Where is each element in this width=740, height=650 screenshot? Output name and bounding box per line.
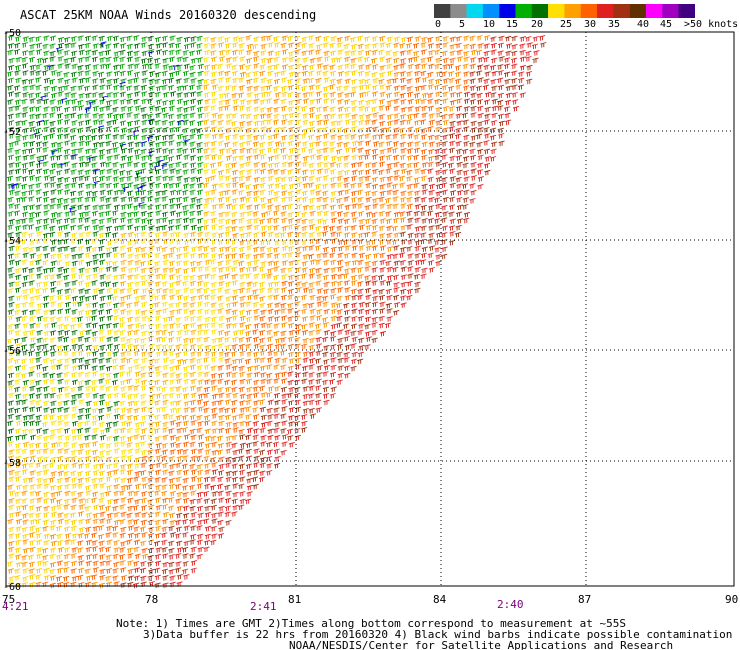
lat-label: -58: [3, 458, 21, 469]
lon-label: 90: [725, 593, 738, 606]
map-title: ASCAT 25KM NOAA Winds 20160320 descendin…: [20, 8, 317, 22]
lat-label: -50: [3, 28, 21, 39]
lat-label: -56: [3, 346, 21, 357]
colorbar-swatch: [548, 4, 565, 18]
wind-barb-group: [11, 41, 191, 213]
wind-barbs-layer: [6, 35, 547, 589]
colorbar-label-15: 15: [506, 19, 519, 30]
colorbar-swatch: [450, 4, 467, 18]
colorbar-label-10: 10: [483, 19, 496, 30]
lat-label: -52: [3, 127, 21, 138]
colorbar-swatch: [597, 4, 614, 18]
colorbar-swatch: [662, 4, 679, 18]
wind-barb-group: [7, 36, 226, 470]
colorbar-label-40: 40: [637, 19, 650, 30]
colorbar-swatch: [515, 4, 532, 18]
colorbar-swatch: [564, 4, 581, 18]
lat-label: -60: [3, 582, 21, 593]
plot-frame: [5, 31, 735, 587]
colorbar-swatch: [499, 4, 516, 18]
colorbar: [434, 4, 695, 18]
lat-label: -54: [3, 236, 21, 247]
colorbar-label-25: 25: [560, 19, 573, 30]
lon-label: 78: [145, 593, 158, 606]
colorbar-tick-labels: 0 5 10 15 20 25 30 35 40 45 >50 knots: [424, 19, 738, 33]
time-label: 2:41: [250, 600, 277, 613]
colorbar-label-35: 35: [608, 19, 621, 30]
colorbar-label-45: 45: [660, 19, 673, 30]
wind-barb-group: [7, 35, 491, 589]
colorbar-label-50: >50 knots: [684, 19, 739, 30]
colorbar-label-0: 0: [435, 19, 442, 30]
colorbar-swatch: [645, 4, 663, 18]
note-line-2: 3)Data buffer is 22 hrs from 20160320 4)…: [143, 628, 733, 641]
colorbar-swatch: [466, 4, 484, 18]
colorbar-swatch: [434, 4, 451, 18]
wind-barb-group: [42, 35, 484, 589]
colorbar-swatch: [629, 4, 647, 18]
colorbar-label-30: 30: [584, 19, 597, 30]
colorbar-swatch: [531, 4, 549, 18]
wind-barb-group: [132, 35, 546, 589]
wind-barb-group: [7, 36, 225, 470]
lon-label: 75: [2, 593, 15, 606]
note-line-3: NOAA/NESDIS/Center for Satellite Applica…: [289, 639, 674, 650]
map-border: [5, 31, 735, 587]
colorbar-swatch: [482, 4, 500, 18]
lon-label: 81: [288, 593, 301, 606]
wind-barb-group: [7, 35, 408, 589]
colorbar-label-5: 5: [459, 19, 466, 30]
lon-label: 84: [433, 593, 447, 606]
colorbar-swatch: [613, 4, 630, 18]
colorbar-swatch: [580, 4, 598, 18]
lat-lon-grid: [6, 32, 734, 586]
lon-label: 87: [578, 593, 591, 606]
time-label: 4:21: [2, 600, 29, 613]
colorbar-swatch: [678, 4, 695, 18]
wind-barb-group: [120, 35, 547, 588]
wind-barb-group: [6, 35, 204, 442]
axis-labels: 75 78 81 84 87 90 -50 -52 -54 -56 -58 -60 4:21 2:41 2:…: [2, 28, 738, 613]
colorbar-label-20: 20: [531, 19, 544, 30]
note-line-1: Note: 1) Times are GMT 2)Times along bot…: [116, 617, 626, 630]
time-label: 2:40: [497, 598, 524, 611]
